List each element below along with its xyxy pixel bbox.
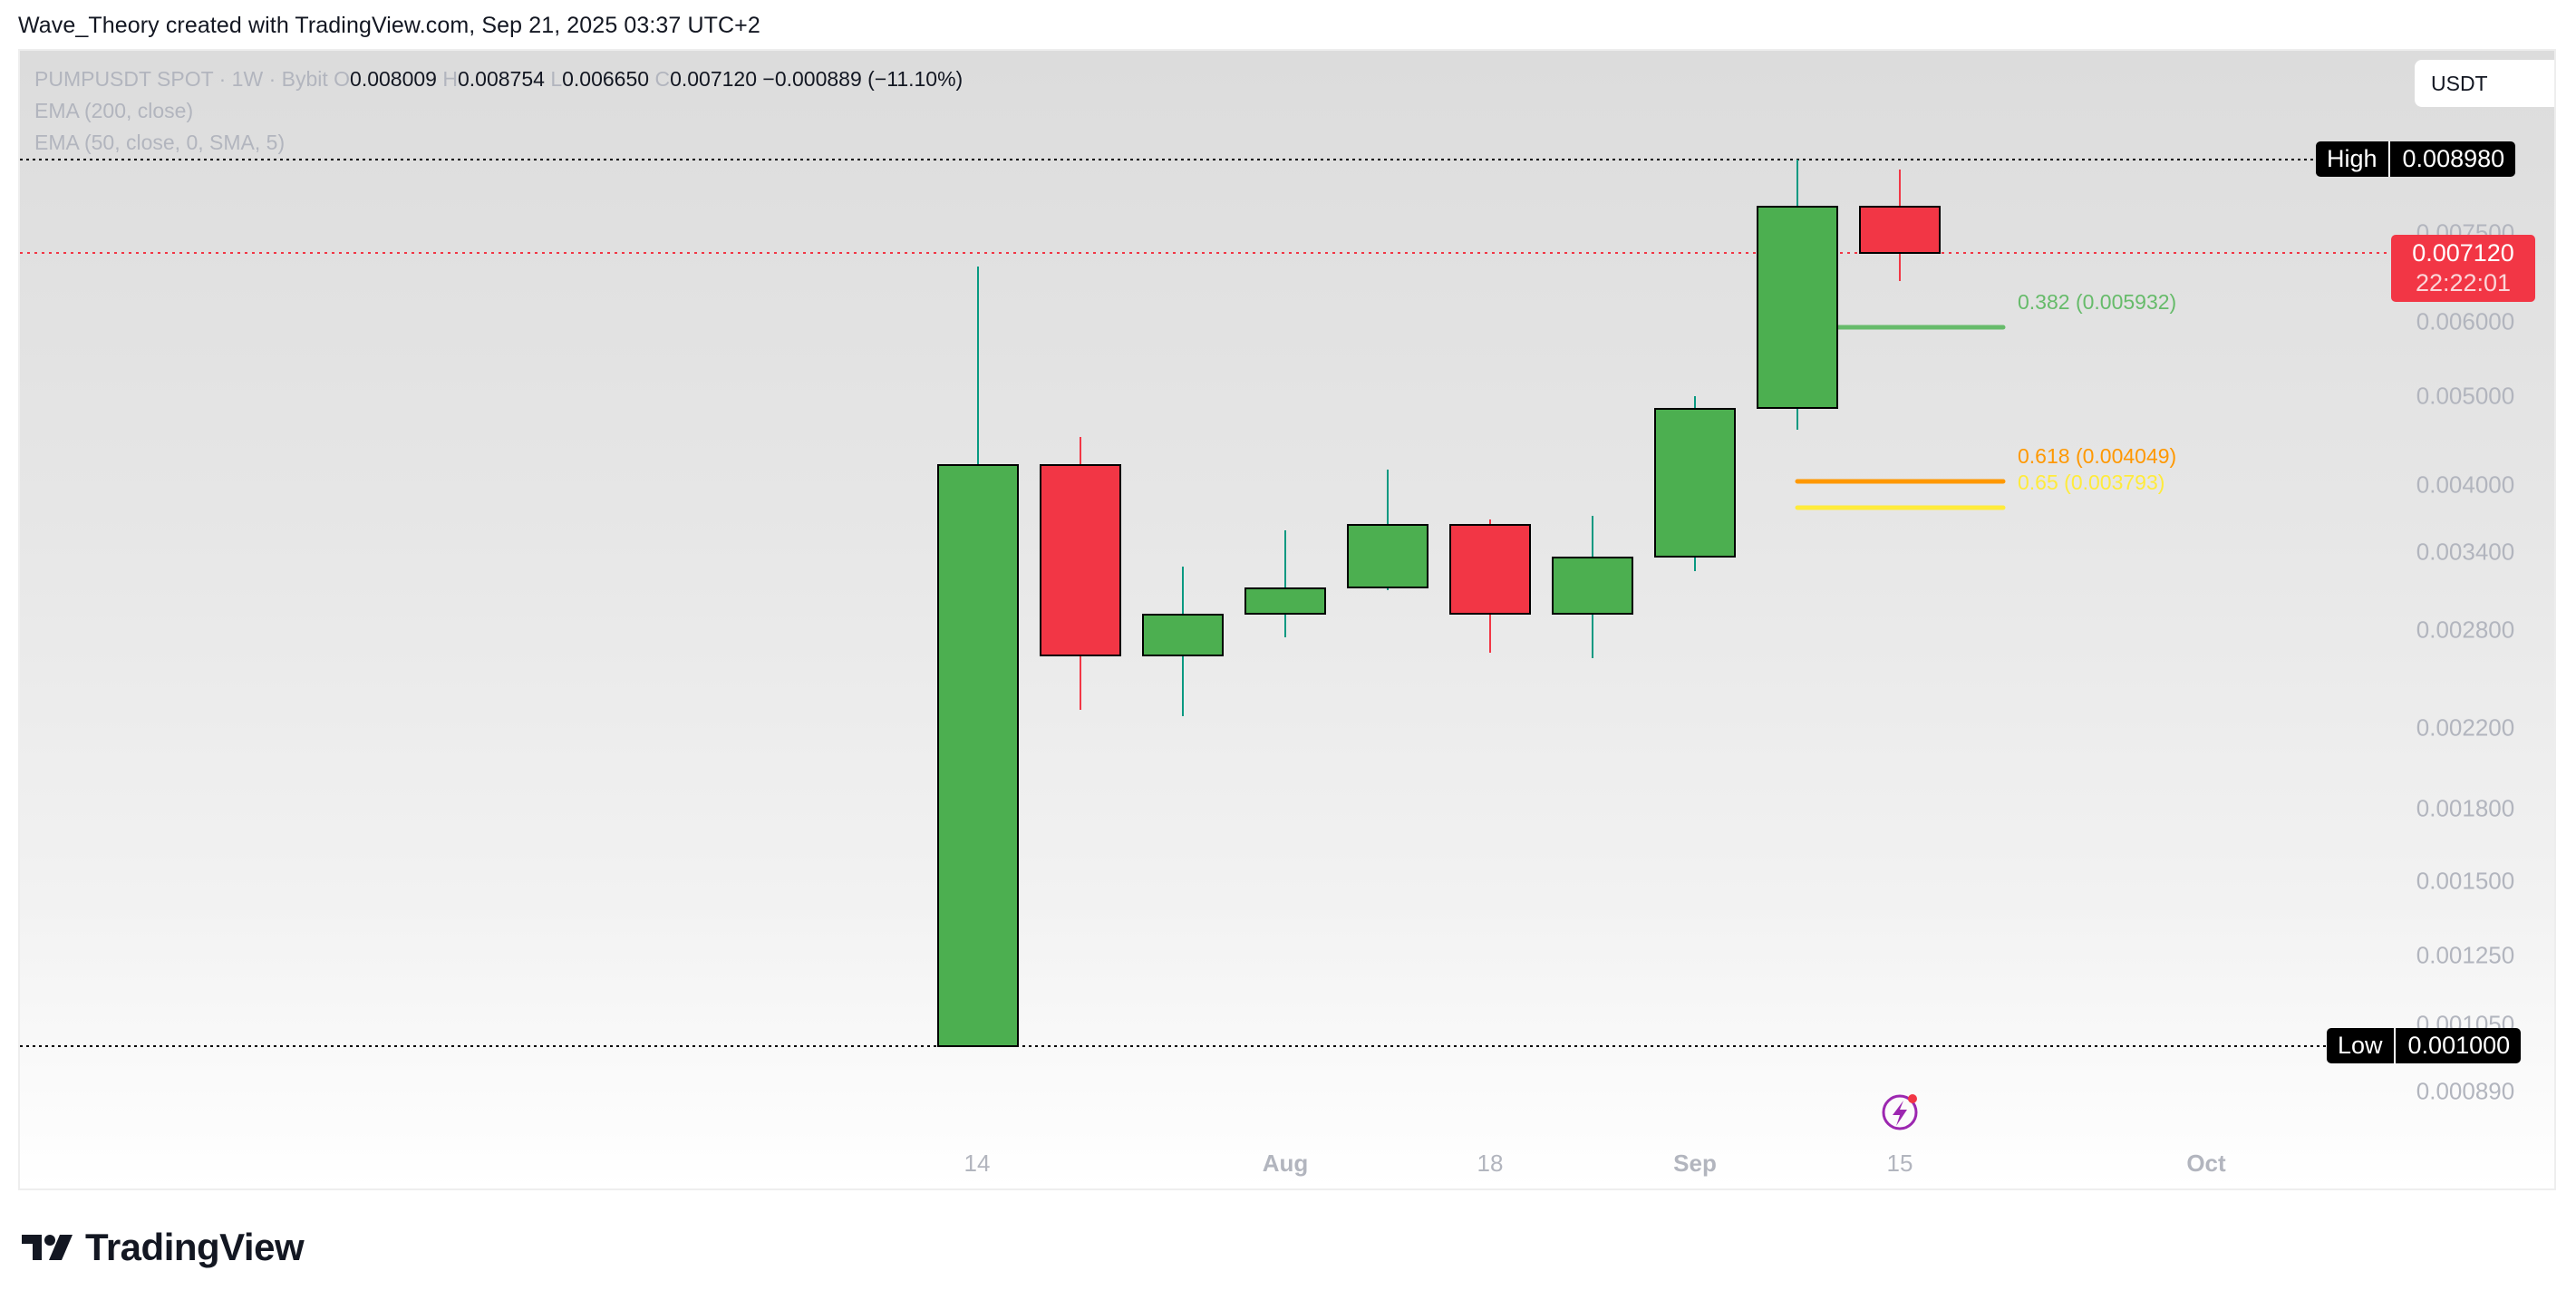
y-axis-label: 0.002800 — [2416, 616, 2515, 644]
brand-name: TradingView — [85, 1226, 305, 1268]
fib-0618-label: 0.618 (0.004049) — [2018, 444, 2177, 468]
symbol-title: PUMPUSDT SPOT · 1W · Bybit — [34, 67, 328, 91]
current-price-tag: 0.007120 22:22:01 — [2391, 235, 2535, 302]
x-axis-label: Aug — [1262, 1150, 1309, 1177]
indicator-ema50[interactable]: EMA (50, close, 0, SMA, 5) — [34, 131, 286, 154]
x-axis-label: Oct — [2186, 1150, 2226, 1177]
tradingview-logo[interactable]: TradingView — [22, 1226, 305, 1269]
high-value: 0.008754 — [458, 67, 545, 91]
x-axis-label: 14 — [964, 1150, 991, 1177]
candle — [1142, 567, 1224, 716]
change-value: −0.000889 (−11.10%) — [762, 67, 964, 91]
close-value: 0.007120 — [670, 67, 758, 91]
lightning-event-icon[interactable] — [1882, 1094, 1918, 1130]
chart-pane[interactable]: PUMPUSDT SPOT · 1W · Bybit O0.008009 H0.… — [18, 49, 2556, 1190]
symbol-row[interactable]: PUMPUSDT SPOT · 1W · Bybit O0.008009 H0.… — [34, 67, 964, 91]
open-value: 0.008009 — [350, 67, 437, 91]
candle — [1552, 516, 1633, 658]
x-axis-label: 18 — [1477, 1150, 1504, 1177]
y-axis-label: 0.000890 — [2416, 1077, 2515, 1105]
x-axis-label: 15 — [1886, 1150, 1913, 1177]
candle — [1244, 530, 1326, 637]
chart-credit: Wave_Theory created with TradingView.com… — [18, 13, 760, 38]
indicator-ema200[interactable]: EMA (200, close) — [34, 99, 194, 122]
candle — [1040, 437, 1121, 710]
candle — [1654, 396, 1736, 571]
candle — [1757, 160, 1838, 430]
fib-065-label: 0.65 (0.003793) — [2018, 471, 2165, 494]
y-axis-label: 0.002200 — [2416, 713, 2515, 742]
y-axis-label: 0.004000 — [2416, 471, 2515, 499]
high-tag: High 0.008980 — [2316, 141, 2516, 177]
y-axis-label: 0.001250 — [2416, 941, 2515, 969]
tradingview-logo-icon — [22, 1235, 73, 1260]
currency-button[interactable]: USDT — [2415, 60, 2554, 107]
y-axis-label: 0.006000 — [2416, 307, 2515, 335]
candle — [1859, 170, 1941, 281]
y-axis-label: 0.003400 — [2416, 538, 2515, 566]
candlestick-plot[interactable] — [20, 51, 2556, 1190]
low-tag: Low 0.001000 — [2327, 1028, 2522, 1063]
candle — [1449, 519, 1531, 653]
x-axis-label: Sep — [1673, 1150, 1717, 1177]
current-price: 0.007120 — [2412, 239, 2514, 267]
y-axis-label: 0.001500 — [2416, 867, 2515, 895]
candle — [1347, 470, 1428, 590]
low-value: 0.006650 — [562, 67, 650, 91]
y-axis-label: 0.001800 — [2416, 794, 2515, 822]
legend: PUMPUSDT SPOT · 1W · Bybit O0.008009 H0.… — [34, 63, 963, 159]
fib-0382-label: 0.382 (0.005932) — [2018, 290, 2177, 314]
candle — [937, 267, 1019, 1047]
bar-countdown: 22:22:01 — [2415, 269, 2512, 296]
y-axis-label: 0.005000 — [2416, 382, 2515, 410]
